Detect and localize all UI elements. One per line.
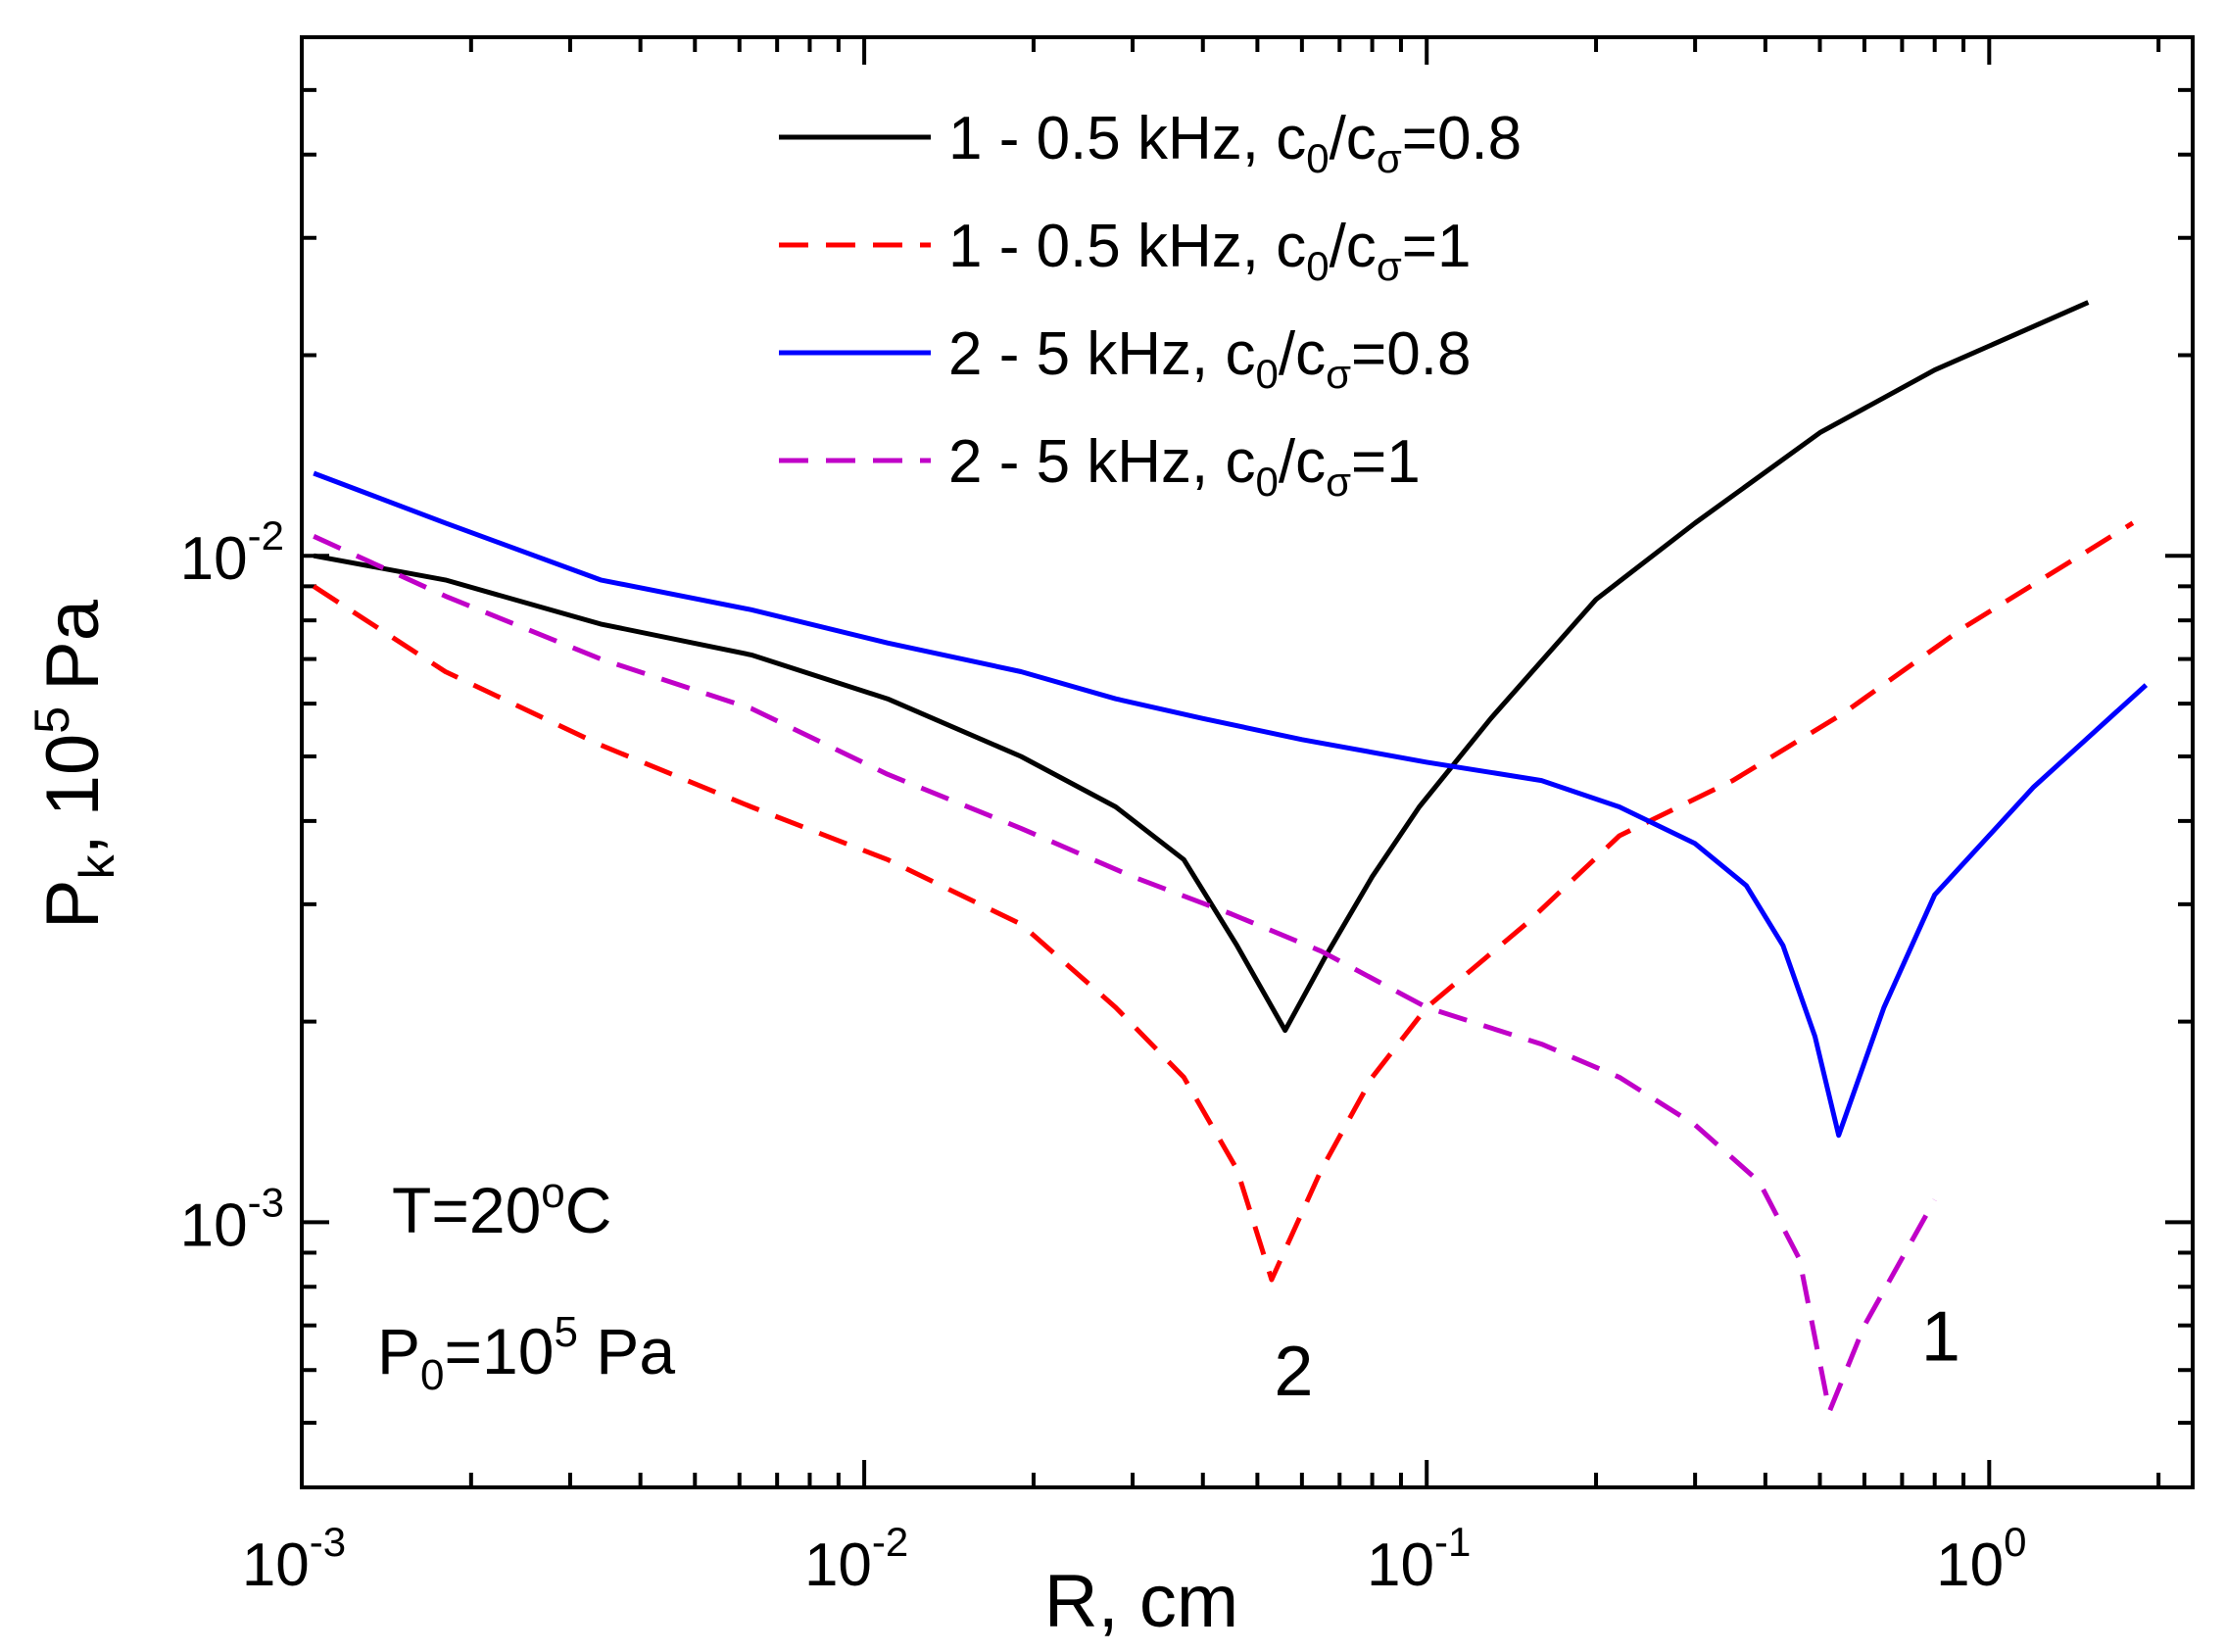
legend: 1 - 0.5 kHz, c0/cσ=0.8 1 - 0.5 kHz, c0/c… [779,105,1522,505]
tick-labels: 10-3 10-2 10-1 100 10-3 10-2 [180,512,2027,1599]
x-axis-title: R, cm [1044,1560,1238,1643]
legend-label-4: 2 - 5 kHz, c0/cσ=1 [948,428,1421,505]
legend-label-2: 1 - 0.5 kHz, c0/cσ=1 [948,213,1471,289]
x-tick-label: 10-2 [804,1519,908,1599]
legend-label-1: 1 - 0.5 kHz, c0/cσ=0.8 [948,105,1522,181]
x-tick-label: 100 [1936,1519,2026,1599]
series-line-3 [313,470,2149,1139]
x-tick-label: 10-3 [242,1519,346,1599]
series-line-4 [313,534,1937,1414]
y-axis-title: Pk,105Pa [24,599,124,929]
y-tick-label: 10-2 [180,512,284,593]
pressure-annotation: P0=105 Pa [377,1308,675,1399]
legend-item-3: 2 - 5 kHz, c0/cσ=0.8 [779,320,1471,397]
curve-label-1: 1 [1921,1298,1960,1377]
series-line-2 [312,520,2135,1283]
x-tick-label: 10-1 [1367,1519,1471,1599]
curve-label-2: 2 [1274,1333,1313,1411]
plot-frame [300,35,2195,1489]
legend-label-3: 2 - 5 kHz, c0/cσ=0.8 [948,320,1471,397]
legend-item-4: 2 - 5 kHz, c0/cσ=1 [779,428,1421,505]
series-layer [312,300,2149,1414]
y-tick-label: 10-3 [180,1179,284,1259]
legend-item-1: 1 - 0.5 kHz, c0/cσ=0.8 [779,105,1522,181]
legend-item-2: 1 - 0.5 kHz, c0/cσ=1 [779,213,1471,289]
axis-ticks [300,35,2193,1489]
series-line-1 [313,300,2090,1034]
temperature-annotation: T=20oC [392,1169,611,1246]
